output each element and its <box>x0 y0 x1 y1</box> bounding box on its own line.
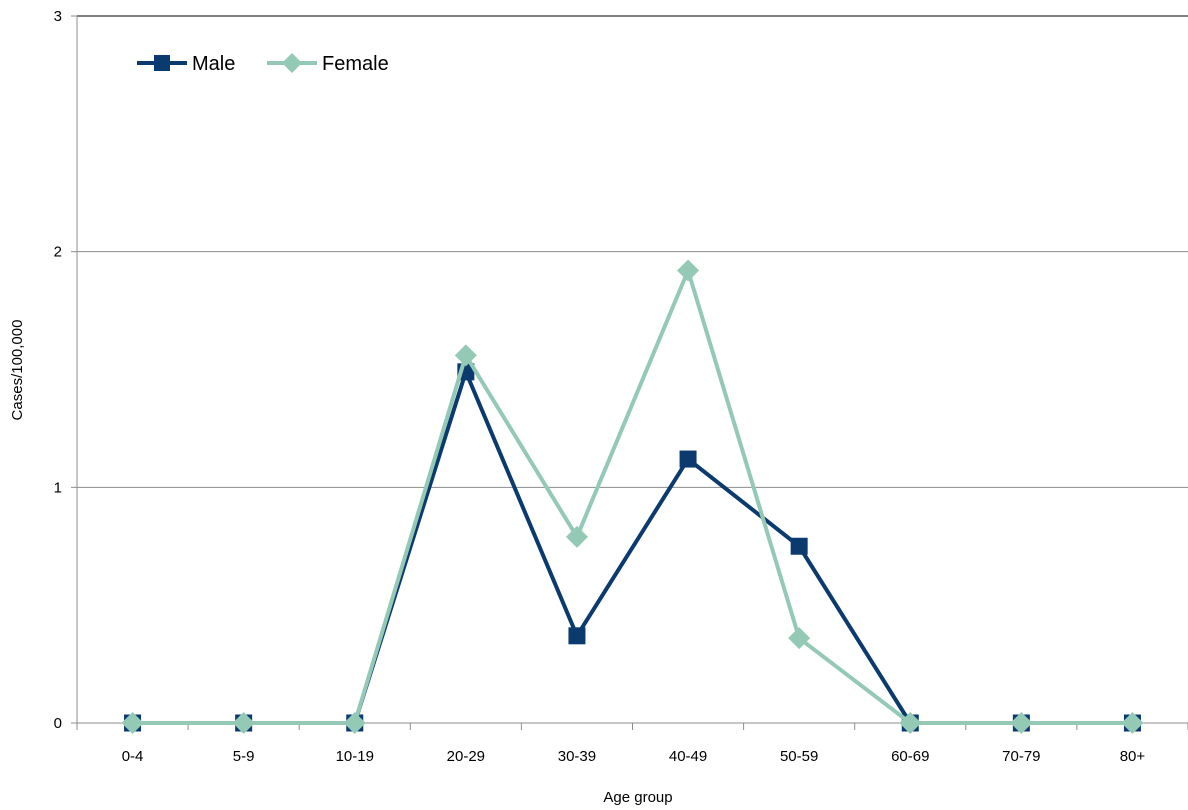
female-point <box>1010 712 1033 734</box>
legend-item-female: Female <box>267 53 389 75</box>
series-line-male <box>132 366 1133 725</box>
series-male <box>124 363 1141 732</box>
x-tick-label: 5-9 <box>233 748 255 765</box>
male-point <box>679 450 697 468</box>
series-group <box>121 259 1144 734</box>
series-female <box>121 259 1144 734</box>
y-tick-label: 1 <box>54 479 62 496</box>
female-point <box>899 712 922 734</box>
x-tick-label: 70-79 <box>1002 748 1040 765</box>
x-tick-label: 40-49 <box>669 748 707 765</box>
female-point <box>788 627 811 650</box>
y-tick-label: 2 <box>54 244 62 261</box>
female-point <box>454 344 477 367</box>
legend-label: Female <box>322 53 389 75</box>
y-tick-label: 0 <box>54 715 62 732</box>
x-tick-label: 60-69 <box>891 748 929 765</box>
x-axis-title: Age group <box>603 789 672 806</box>
female-point <box>677 259 700 282</box>
series-line-female <box>132 264 1133 725</box>
y-tick-labels: 0 1 2 3 <box>54 8 62 732</box>
female-point <box>343 712 366 734</box>
axes <box>71 15 1188 730</box>
gridlines <box>77 15 1188 488</box>
legend: Male Female <box>137 53 389 75</box>
x-tick-label: 80+ <box>1120 748 1146 765</box>
x-tick-labels: 0-4 5-9 10-19 20-29 30-39 40-49 50-59 60-69 70-7… <box>122 748 1146 765</box>
legend-label: Male <box>192 53 235 75</box>
legend-item-male: Male <box>137 53 235 75</box>
legend-marker-male <box>154 55 170 71</box>
female-point <box>121 712 144 734</box>
female-point <box>565 525 588 548</box>
x-tick-label: 0-4 <box>122 748 144 765</box>
male-point <box>790 537 808 555</box>
x-tick-label: 30-39 <box>558 748 596 765</box>
female-point <box>232 712 255 734</box>
x-tick-label: 10-19 <box>336 748 374 765</box>
legend-marker-female <box>282 53 302 73</box>
x-tick-label: 50-59 <box>780 748 818 765</box>
x-tick-label: 20-29 <box>447 748 485 765</box>
y-axis-title: Cases/100,000 <box>9 320 26 421</box>
female-point <box>1121 712 1144 734</box>
y-tick-label: 3 <box>54 8 62 25</box>
male-point <box>568 627 586 645</box>
